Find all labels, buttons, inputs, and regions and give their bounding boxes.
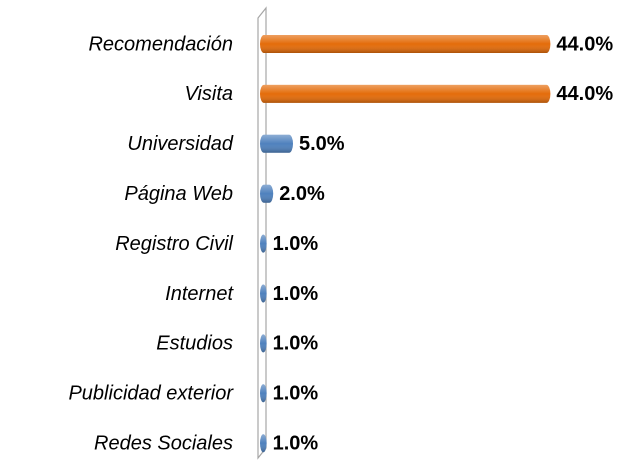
category-label: Redes Sociales — [94, 432, 233, 454]
value-label: 1.0% — [273, 383, 319, 405]
category-label: Publicidad exterior — [68, 383, 234, 405]
value-label: 44.0% — [556, 83, 613, 105]
bar-shade — [260, 184, 274, 203]
value-label: 2.0% — [279, 183, 325, 205]
category-label: Registro Civil — [115, 233, 233, 255]
bar-shade — [260, 234, 267, 253]
category-label: Estudios — [156, 333, 233, 355]
bar-shade — [260, 84, 551, 103]
bar-shade — [260, 434, 267, 453]
value-label: 44.0% — [556, 33, 613, 55]
bar-shade — [260, 334, 267, 353]
value-label: 1.0% — [273, 432, 319, 454]
value-label: 1.0% — [273, 233, 319, 255]
bar-shade — [260, 134, 293, 153]
category-label: Internet — [165, 283, 234, 305]
value-label: 1.0% — [273, 333, 319, 355]
value-label: 5.0% — [299, 133, 345, 155]
category-label: Recomendación — [88, 33, 233, 55]
category-label: Página Web — [124, 183, 233, 205]
bar-shade — [260, 284, 267, 303]
bar-shade — [260, 384, 267, 403]
category-label: Visita — [184, 83, 233, 105]
category-label: Universidad — [127, 133, 233, 155]
value-label: 1.0% — [273, 283, 319, 305]
bar-shade — [260, 35, 551, 53]
